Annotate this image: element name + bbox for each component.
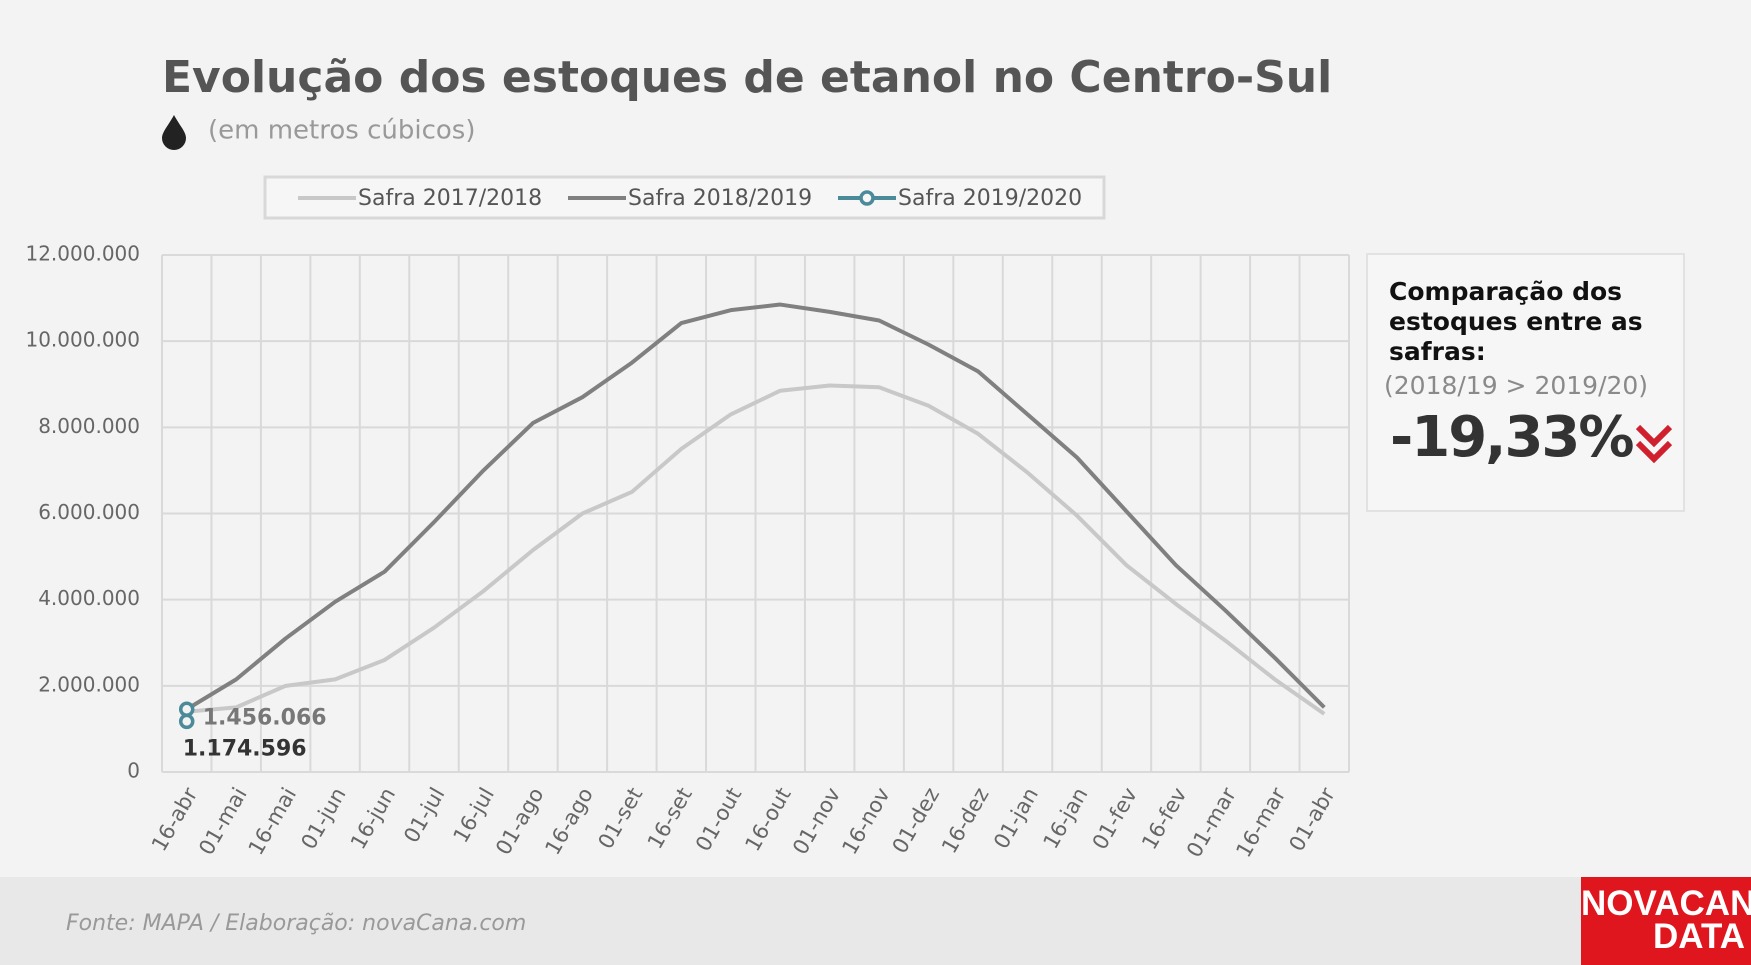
logo-top: NOVACANA <box>1581 884 1751 923</box>
y-tick-label: 2.000.000 <box>38 672 140 696</box>
footer: Fonte: MAPA / Elaboração: novaCana.com <box>0 877 1751 965</box>
value-label: 1.174.596 <box>183 736 307 761</box>
legend-label: Safra 2018/2019 <box>628 186 812 211</box>
series-line <box>186 383 1326 716</box>
x-tick-label: 01-jul <box>399 784 449 847</box>
down-icon <box>1635 424 1673 464</box>
x-tick-label: 01-jan <box>989 784 1043 853</box>
x-tick-label: 16-fev <box>1137 784 1191 854</box>
comparison-subheading: (2018/19 > 2019/20) <box>1384 371 1649 400</box>
x-tick-label: 16-jan <box>1039 784 1093 853</box>
marker <box>178 713 195 730</box>
x-tick-label: 01-fev <box>1088 784 1142 854</box>
series-line <box>185 302 1326 711</box>
legend-label: Safra 2017/2018 <box>358 186 542 211</box>
chart-subtitle: (em metros cúbicos) <box>208 116 475 146</box>
drop-icon <box>162 115 186 150</box>
x-tick-label: 01-nov <box>788 784 845 859</box>
x-tick-label: 16-out <box>740 784 795 856</box>
chart-title: Evolução dos estoques de etanol no Centr… <box>162 52 1332 103</box>
marker <box>178 701 195 718</box>
x-tick-label: 16-mai <box>244 784 302 860</box>
y-tick-label: 8.000.000 <box>38 414 140 438</box>
x-tick-label: 16-set <box>643 784 697 854</box>
chart: Evolução dos estoques de etanol no Centr… <box>25 52 1350 862</box>
x-tick-label: 01-out <box>691 784 746 856</box>
y-tick-label: 0 <box>127 759 140 783</box>
x-tick-label: 01-dez <box>888 784 945 858</box>
y-tick-label: 4.000.000 <box>38 586 140 610</box>
legend-marker <box>859 190 875 206</box>
x-tick-label: 16-nov <box>837 784 894 859</box>
legend-label: Safra 2019/2020 <box>898 186 1082 211</box>
y-tick-label: 6.000.000 <box>38 500 140 524</box>
logo: NOVACANADATA <box>1581 877 1751 965</box>
x-tick-label: 16-jul <box>449 784 499 847</box>
comparison-value: -19,33% <box>1390 405 1634 470</box>
x-tick-label: 16-mar <box>1231 783 1290 861</box>
logo-bottom: DATA <box>1652 917 1745 956</box>
source: Fonte: MAPA / Elaboração: novaCana.com <box>66 911 527 936</box>
x-tick-label: 16-abr <box>147 783 203 855</box>
value-label: 1.456.066 <box>203 705 327 730</box>
x-tick-label: 01-jun <box>296 784 350 854</box>
legend-box <box>263 175 1106 220</box>
x-tick-label: 16-dez <box>937 784 994 858</box>
y-tick-label: 12.000.000 <box>25 242 140 266</box>
x-tick-label: 16-jun <box>346 784 400 854</box>
comparison-box: Comparação dos estoques entre as safras:… <box>1366 253 1685 512</box>
y-tick-label: 10.000.000 <box>25 328 140 352</box>
x-tick-label: 16-ago <box>540 784 597 860</box>
comparison-heading: Comparação dos estoques entre as safras: <box>1389 277 1643 366</box>
x-tick-label: 01-abr <box>1284 783 1340 855</box>
x-tick-label: 01-set <box>593 784 647 854</box>
